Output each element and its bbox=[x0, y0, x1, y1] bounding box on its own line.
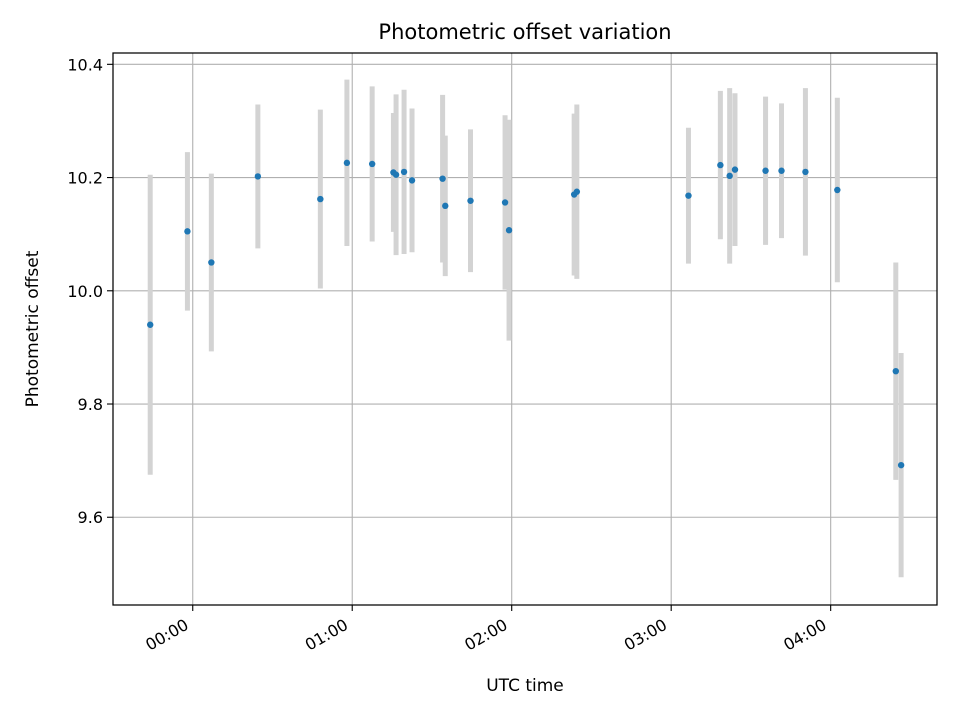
y-tick-label: 10.0 bbox=[67, 282, 103, 301]
data-point bbox=[834, 186, 841, 194]
data-point bbox=[439, 175, 446, 182]
data-point bbox=[731, 166, 739, 173]
y-axis-label: Photometric offset bbox=[23, 250, 43, 407]
data-point bbox=[343, 159, 351, 167]
y-tick-label: 10.4 bbox=[67, 55, 103, 74]
data-points bbox=[147, 159, 905, 469]
grid bbox=[113, 53, 937, 605]
data-point bbox=[505, 227, 513, 234]
data-point bbox=[408, 177, 416, 184]
data-point bbox=[368, 160, 376, 168]
data-point bbox=[467, 197, 474, 204]
data-point bbox=[184, 228, 191, 235]
x-tick-label: 03:00 bbox=[621, 615, 670, 655]
plot-frame bbox=[112, 52, 938, 606]
data-point bbox=[208, 259, 215, 266]
data-point bbox=[717, 161, 724, 169]
data-point bbox=[254, 173, 262, 180]
data-point bbox=[317, 195, 324, 203]
data-point bbox=[762, 167, 769, 174]
data-point bbox=[147, 321, 154, 328]
x-tick-label: 01:00 bbox=[302, 615, 351, 655]
y-tick-label: 10.2 bbox=[67, 169, 103, 188]
data-point bbox=[897, 461, 905, 469]
x-axis: 00:00 01:00 02:00 03:00 04:00 bbox=[142, 605, 832, 655]
data-point bbox=[392, 171, 400, 178]
data-point bbox=[442, 202, 449, 210]
x-axis-label: UTC time bbox=[486, 676, 564, 696]
error-bars bbox=[147, 79, 904, 578]
x-tick-label: 00:00 bbox=[142, 615, 191, 655]
data-point bbox=[802, 168, 809, 176]
data-point bbox=[892, 367, 899, 375]
data-point bbox=[501, 199, 509, 206]
chart-title: Photometric offset variation bbox=[378, 20, 671, 44]
x-tick-label: 02:00 bbox=[461, 615, 510, 655]
y-tick-label: 9.6 bbox=[78, 508, 103, 527]
x-tick-label: 04:00 bbox=[780, 615, 829, 655]
y-tick-label: 9.8 bbox=[78, 395, 103, 414]
data-point bbox=[573, 188, 581, 195]
y-axis: 9.6 9.8 10.0 10.2 10.4 bbox=[67, 55, 113, 527]
data-point bbox=[400, 168, 408, 176]
data-point bbox=[685, 192, 692, 199]
data-point bbox=[778, 167, 785, 174]
data-point bbox=[726, 172, 733, 180]
